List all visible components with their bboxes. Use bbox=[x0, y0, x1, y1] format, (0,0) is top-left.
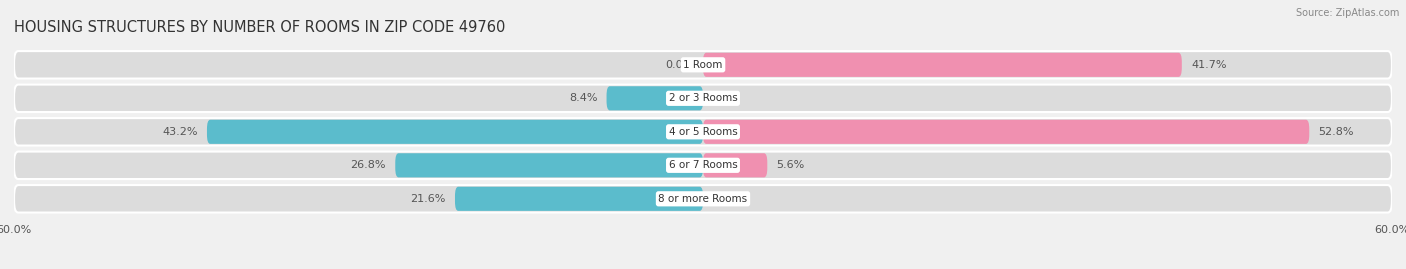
FancyBboxPatch shape bbox=[14, 151, 1392, 179]
Text: 43.2%: 43.2% bbox=[162, 127, 198, 137]
FancyBboxPatch shape bbox=[14, 84, 1392, 112]
Text: 4 or 5 Rooms: 4 or 5 Rooms bbox=[669, 127, 737, 137]
FancyBboxPatch shape bbox=[207, 120, 703, 144]
Text: 8.4%: 8.4% bbox=[569, 93, 598, 103]
Text: Source: ZipAtlas.com: Source: ZipAtlas.com bbox=[1295, 8, 1399, 18]
Text: 21.6%: 21.6% bbox=[411, 194, 446, 204]
FancyBboxPatch shape bbox=[703, 153, 768, 177]
Text: 8 or more Rooms: 8 or more Rooms bbox=[658, 194, 748, 204]
Text: 0.0%: 0.0% bbox=[665, 60, 693, 70]
FancyBboxPatch shape bbox=[606, 86, 703, 110]
FancyBboxPatch shape bbox=[14, 185, 1392, 213]
FancyBboxPatch shape bbox=[703, 120, 1309, 144]
Text: HOUSING STRUCTURES BY NUMBER OF ROOMS IN ZIP CODE 49760: HOUSING STRUCTURES BY NUMBER OF ROOMS IN… bbox=[14, 20, 505, 35]
FancyBboxPatch shape bbox=[14, 51, 1392, 79]
FancyBboxPatch shape bbox=[14, 118, 1392, 146]
Text: 1 Room: 1 Room bbox=[683, 60, 723, 70]
FancyBboxPatch shape bbox=[395, 153, 703, 177]
Text: 6 or 7 Rooms: 6 or 7 Rooms bbox=[669, 160, 737, 170]
FancyBboxPatch shape bbox=[456, 187, 703, 211]
Text: 0.0%: 0.0% bbox=[713, 93, 741, 103]
Text: 5.6%: 5.6% bbox=[776, 160, 804, 170]
Text: 41.7%: 41.7% bbox=[1191, 60, 1226, 70]
Text: 26.8%: 26.8% bbox=[350, 160, 387, 170]
Text: 52.8%: 52.8% bbox=[1319, 127, 1354, 137]
Text: 2 or 3 Rooms: 2 or 3 Rooms bbox=[669, 93, 737, 103]
FancyBboxPatch shape bbox=[703, 53, 1182, 77]
Text: 0.0%: 0.0% bbox=[713, 194, 741, 204]
